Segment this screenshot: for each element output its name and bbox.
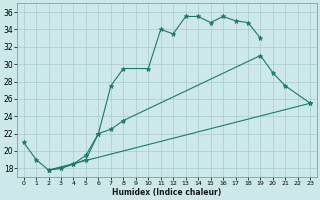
- X-axis label: Humidex (Indice chaleur): Humidex (Indice chaleur): [112, 188, 221, 197]
